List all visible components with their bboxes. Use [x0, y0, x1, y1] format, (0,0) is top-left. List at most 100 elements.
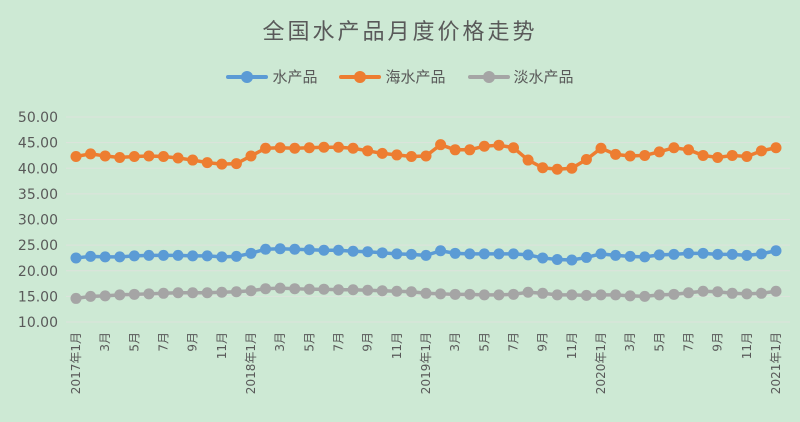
data-point-marker[interactable]: [289, 283, 301, 295]
data-point-marker[interactable]: [405, 248, 417, 260]
data-point-marker[interactable]: [697, 149, 709, 161]
data-point-marker[interactable]: [551, 253, 563, 265]
data-point-marker[interactable]: [741, 249, 753, 261]
data-point-marker[interactable]: [70, 252, 82, 264]
data-point-marker[interactable]: [172, 287, 184, 299]
data-point-marker[interactable]: [639, 251, 651, 263]
data-point-marker[interactable]: [114, 251, 126, 263]
data-point-marker[interactable]: [333, 141, 344, 153]
data-point-marker[interactable]: [187, 250, 199, 262]
data-point-marker[interactable]: [668, 248, 680, 260]
data-point-marker[interactable]: [260, 142, 272, 154]
data-point-marker[interactable]: [201, 157, 213, 169]
data-point-marker[interactable]: [580, 154, 592, 166]
data-point-marker[interactable]: [726, 149, 738, 161]
data-point-marker[interactable]: [770, 285, 782, 297]
data-point-marker[interactable]: [668, 288, 680, 300]
data-point-marker[interactable]: [201, 287, 213, 299]
data-point-marker[interactable]: [376, 247, 388, 259]
data-point-marker[interactable]: [449, 247, 461, 259]
data-point-marker[interactable]: [420, 150, 432, 162]
legend-item-freshwater[interactable]: 淡水产品: [467, 66, 574, 87]
data-point-marker[interactable]: [566, 289, 578, 301]
data-point-marker[interactable]: [770, 245, 782, 257]
data-point-marker[interactable]: [376, 285, 388, 297]
data-point-marker[interactable]: [274, 142, 286, 154]
legend-item-marine[interactable]: 海水产品: [339, 66, 446, 87]
data-point-marker[interactable]: [318, 244, 330, 256]
data-point-marker[interactable]: [508, 248, 519, 260]
data-point-marker[interactable]: [639, 290, 651, 302]
data-point-marker[interactable]: [478, 289, 490, 301]
data-point-marker[interactable]: [595, 142, 607, 154]
data-point-marker[interactable]: [755, 287, 767, 299]
data-point-marker[interactable]: [653, 146, 665, 158]
data-point-marker[interactable]: [493, 139, 505, 151]
data-point-marker[interactable]: [580, 289, 592, 301]
data-point-marker[interactable]: [260, 283, 272, 295]
data-point-marker[interactable]: [362, 246, 374, 258]
data-point-marker[interactable]: [653, 289, 665, 301]
data-point-marker[interactable]: [755, 248, 767, 260]
data-point-marker[interactable]: [712, 151, 724, 163]
data-point-marker[interactable]: [551, 289, 563, 301]
data-point-marker[interactable]: [303, 283, 315, 295]
data-point-marker[interactable]: [551, 163, 563, 175]
data-point-marker[interactable]: [493, 289, 505, 301]
data-point-marker[interactable]: [770, 142, 782, 154]
data-point-marker[interactable]: [99, 290, 111, 302]
data-point-marker[interactable]: [216, 158, 228, 170]
data-point-marker[interactable]: [464, 248, 476, 260]
data-point-marker[interactable]: [347, 284, 359, 296]
data-point-marker[interactable]: [245, 247, 257, 259]
data-point-marker[interactable]: [624, 250, 636, 262]
data-point-marker[interactable]: [201, 250, 213, 262]
data-point-marker[interactable]: [99, 251, 111, 263]
data-point-marker[interactable]: [726, 248, 738, 260]
data-point-marker[interactable]: [726, 287, 738, 299]
data-point-marker[interactable]: [508, 288, 519, 300]
data-point-marker[interactable]: [449, 144, 461, 156]
data-point-marker[interactable]: [158, 287, 169, 299]
data-point-marker[interactable]: [493, 248, 505, 260]
data-point-marker[interactable]: [566, 254, 578, 266]
data-point-marker[interactable]: [580, 251, 592, 263]
data-point-marker[interactable]: [610, 148, 622, 160]
data-point-marker[interactable]: [610, 249, 622, 261]
data-point-marker[interactable]: [639, 149, 651, 161]
data-point-marker[interactable]: [85, 290, 97, 302]
data-point-marker[interactable]: [216, 251, 228, 263]
data-point-marker[interactable]: [362, 284, 374, 296]
data-point-marker[interactable]: [172, 249, 184, 261]
data-point-marker[interactable]: [172, 152, 184, 164]
data-point-marker[interactable]: [99, 150, 111, 162]
data-point-marker[interactable]: [522, 249, 534, 261]
data-point-marker[interactable]: [478, 140, 490, 152]
data-point-marker[interactable]: [158, 249, 169, 261]
data-point-marker[interactable]: [187, 287, 199, 299]
data-point-marker[interactable]: [333, 284, 344, 296]
data-point-marker[interactable]: [245, 285, 257, 297]
data-point-marker[interactable]: [683, 144, 694, 156]
data-point-marker[interactable]: [755, 145, 767, 157]
data-point-marker[interactable]: [289, 142, 301, 154]
data-point-marker[interactable]: [158, 150, 169, 162]
data-point-marker[interactable]: [668, 142, 680, 154]
data-point-marker[interactable]: [537, 252, 549, 264]
data-point-marker[interactable]: [391, 248, 403, 260]
data-point-marker[interactable]: [683, 247, 694, 259]
data-point-marker[interactable]: [187, 154, 199, 166]
data-point-marker[interactable]: [274, 282, 286, 294]
data-point-marker[interactable]: [712, 248, 724, 260]
data-point-marker[interactable]: [537, 162, 549, 174]
data-point-marker[interactable]: [405, 150, 417, 162]
data-point-marker[interactable]: [537, 287, 549, 299]
data-point-marker[interactable]: [347, 142, 359, 154]
data-point-marker[interactable]: [347, 245, 359, 257]
data-point-marker[interactable]: [464, 144, 476, 156]
data-point-marker[interactable]: [318, 283, 330, 295]
data-point-marker[interactable]: [362, 145, 374, 157]
data-point-marker[interactable]: [128, 150, 140, 162]
data-point-marker[interactable]: [143, 249, 155, 261]
data-point-marker[interactable]: [683, 287, 694, 299]
